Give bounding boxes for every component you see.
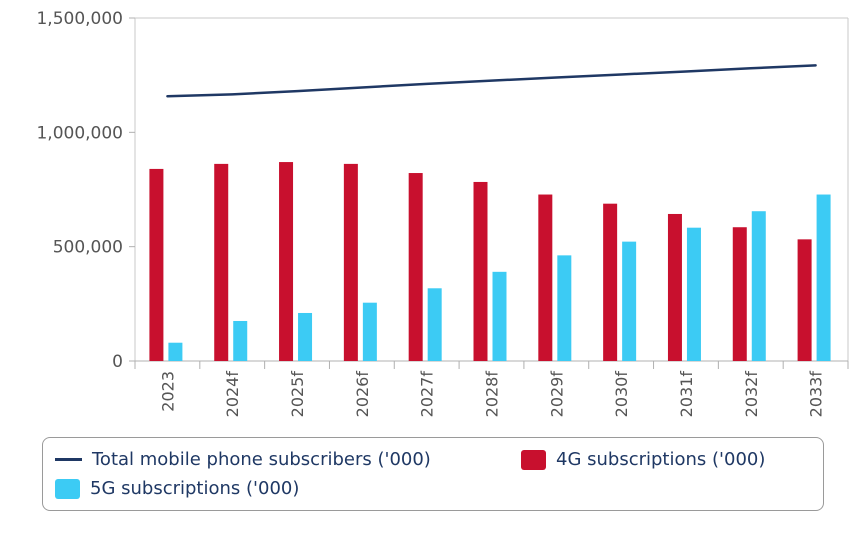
bar-5g: [298, 312, 313, 361]
x-category-label: 2025f: [288, 371, 307, 418]
bar-4g: [214, 163, 229, 361]
legend-item-total: Total mobile phone subscribers ('000): [55, 449, 431, 470]
legend-swatch-total: [55, 458, 82, 461]
bar-5g: [362, 302, 377, 361]
bar-5g: [751, 211, 766, 361]
bar-4g: [408, 173, 423, 361]
x-category-label: 2026f: [353, 371, 372, 418]
chart: 0 500,000 1,000,000 1,500,000 2023 2024f 2025f…: [36, 9, 849, 418]
y-tick-label: 500,000: [53, 238, 123, 258]
bar-5g: [233, 320, 248, 361]
bar-5g: [168, 342, 183, 361]
legend-label-total: Total mobile phone subscribers ('000): [92, 449, 431, 470]
x-category-label: 2031f: [677, 371, 696, 418]
legend-swatch-5g: [55, 478, 80, 499]
legend-swatch-4g: [521, 449, 546, 470]
x-category-label: 2032f: [742, 371, 761, 418]
bar-5g: [622, 241, 637, 361]
y-tick-label: 1,000,000: [36, 123, 123, 143]
bar-5g: [492, 271, 507, 361]
bar-4g: [732, 227, 747, 361]
legend: Total mobile phone subscribers ('000) 4G…: [42, 437, 824, 511]
y-tick-label: 1,500,000: [36, 9, 123, 29]
x-category-label: 2027f: [418, 371, 437, 418]
x-category-label: 2033f: [807, 371, 826, 418]
bar-4g: [343, 163, 358, 361]
bar-4g: [538, 194, 553, 361]
bar-4g: [667, 213, 682, 361]
legend-item-4g: 4G subscriptions ('000): [521, 449, 765, 470]
bar-5g: [816, 194, 831, 361]
bar-4g: [473, 181, 488, 361]
bar-5g: [686, 227, 701, 361]
legend-label-4g: 4G subscriptions ('000): [556, 449, 766, 470]
x-category-label: 2029f: [547, 371, 566, 418]
y-tick-label: 0: [112, 352, 123, 372]
x-category-label: 2024f: [223, 371, 242, 418]
legend-label-5g: 5G subscriptions ('000): [90, 478, 300, 499]
bar-4g: [149, 168, 164, 361]
bar-5g: [427, 288, 442, 361]
line-total-subscribers: [166, 64, 817, 98]
x-category-label: 2028f: [483, 371, 502, 418]
bar-4g: [797, 239, 812, 361]
x-category-label: 2023: [158, 371, 177, 412]
bar-4g: [279, 162, 294, 361]
legend-item-5g: 5G subscriptions ('000): [55, 478, 299, 499]
x-category-label: 2030f: [612, 371, 631, 418]
bar-4g: [603, 203, 618, 361]
bar-5g: [557, 255, 572, 361]
